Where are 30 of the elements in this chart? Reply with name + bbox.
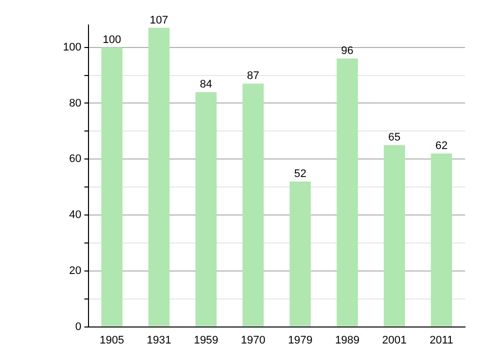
x-tick-label: 1931 xyxy=(146,334,172,346)
data-label: 84 xyxy=(200,78,212,91)
y-tick-label: 80 xyxy=(69,97,82,110)
x-tick-label: 1989 xyxy=(335,334,360,346)
x-tick-label: 1959 xyxy=(194,334,218,346)
y-tick-label: 0 xyxy=(75,320,82,333)
bar xyxy=(336,58,358,326)
bar xyxy=(148,28,170,326)
x-tick-label: 1979 xyxy=(288,334,312,346)
data-label: 96 xyxy=(341,45,354,58)
x-tick-label: 1905 xyxy=(100,334,124,346)
data-label: 52 xyxy=(294,168,306,180)
y-tick-label: 20 xyxy=(69,264,82,277)
bar xyxy=(430,154,452,326)
data-label: 107 xyxy=(150,14,168,26)
y-tick-label: 40 xyxy=(69,209,82,222)
x-tick-label: 2001 xyxy=(382,334,407,346)
bar xyxy=(101,47,122,326)
y-tick-label: 100 xyxy=(62,41,82,54)
bar xyxy=(384,145,405,326)
x-tick-label: 2011 xyxy=(430,334,454,346)
data-label: 65 xyxy=(388,132,401,144)
data-label: 100 xyxy=(102,34,122,46)
data-label: 62 xyxy=(435,140,448,152)
bar xyxy=(242,84,264,326)
bar xyxy=(290,181,311,326)
data-label: 87 xyxy=(247,70,260,82)
bar xyxy=(195,92,217,326)
x-tick-label: 1970 xyxy=(240,334,266,346)
y-tick-label: 60 xyxy=(69,153,82,166)
